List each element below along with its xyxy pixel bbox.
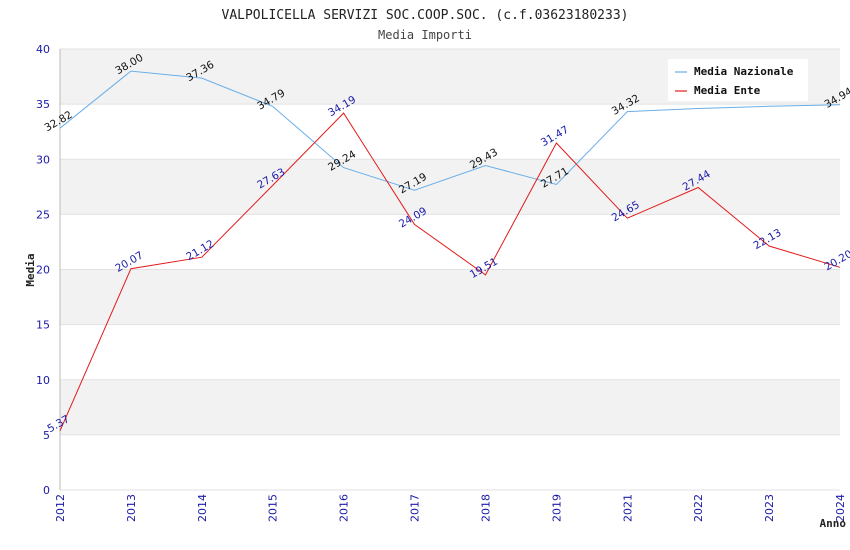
legend: Media Nazionale Media Ente [668,59,808,101]
x-tick-label: 2022 [692,494,705,522]
grid-band [60,269,840,325]
x-tick-label: 2024 [834,494,847,522]
y-tick-label: 35 [36,98,50,111]
grid-band [60,104,840,160]
y-tick-label: 5 [43,429,50,442]
x-axis-label: Anno [820,517,847,530]
y-tick-label: 10 [36,374,50,387]
grid-lines [60,48,840,491]
x-tick-label: 2012 [54,494,67,522]
y-tick-label: 15 [36,319,50,332]
x-tick-label: 2021 [621,494,634,522]
grid-band [60,214,840,270]
y-tick-label: 30 [36,153,50,166]
legend-label-media-ente: Media Ente [694,84,761,97]
y-tick-label: 40 [36,43,50,56]
legend-box [668,59,808,101]
x-tick-label: 2017 [409,494,422,522]
x-tick-label: 2013 [125,494,138,522]
x-tick-labels: 2012 2013 2014 2015 2016 2017 2018 2019 2021 2022… [54,494,847,522]
y-tick-label: 20 [36,264,50,277]
plot-background-bands [60,49,840,490]
grid-band [60,379,840,435]
legend-label-media-nazionale: Media Nazionale [694,65,794,78]
x-tick-label: 2019 [550,494,563,522]
y-tick-label: 25 [36,208,50,221]
series-lines [59,70,841,432]
y-tick-labels: 0 5 10 15 20 25 30 35 40 [36,43,50,497]
series-line-media-ente [59,112,841,432]
grid-band [60,324,840,380]
series-line-media-nazionale [59,70,841,191]
x-tick-label: 2014 [196,494,209,522]
chart-title: VALPOLICELLA SERVIZI SOC.COOP.SOC. (c.f.… [222,8,629,23]
x-tick-label: 2016 [338,494,351,522]
x-tick-label: 2018 [479,494,492,522]
y-tick-label: 0 [43,484,50,497]
chart-subtitle: Media Importi [378,28,472,42]
grid-band [60,159,840,215]
x-tick-label: 2015 [267,494,280,522]
grid-band [60,434,840,490]
x-tick-label: 2023 [763,494,776,522]
y-axis-label: Media [24,253,37,286]
